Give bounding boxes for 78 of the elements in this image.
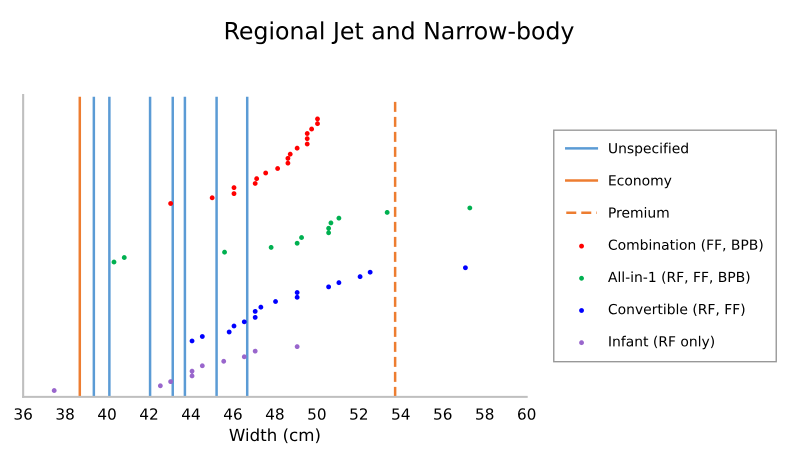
legend-label: Combination (FF, BPB) [608,239,763,252]
x-tick-label: 60 [518,408,536,420]
x-tick-label: 54 [392,408,410,420]
point [299,235,304,240]
point [200,363,205,368]
x-tick-label: 56 [434,408,452,420]
x-tick-label: 36 [14,408,32,420]
x-tick-label: 50 [308,408,326,420]
point [112,260,116,264]
point [326,284,332,290]
point [294,146,300,151]
point [190,374,194,378]
point [263,170,268,176]
point [210,195,215,200]
legend-label: Convertible (RF, FF) [608,304,744,316]
point [226,330,232,334]
x-tick-label: 48 [266,408,284,420]
x-tick-label: 46 [224,408,242,420]
point [168,201,174,206]
chart-title: Regional Jet and Narrow-body [226,21,574,44]
point [221,358,226,364]
point [286,156,290,161]
point [304,131,310,136]
point [315,121,320,126]
point [190,338,194,344]
x-tick-label: 40 [98,408,116,420]
x-axis-title: Width (cm) [229,428,320,444]
point [326,226,332,231]
legend-label: All-in-1 (RF, FF, BPB) [608,271,750,284]
x-tick-label: 58 [476,408,494,420]
point [336,280,342,286]
point [286,160,290,166]
point [200,334,205,339]
x-tick-label: 52 [350,408,368,420]
point [252,348,258,354]
point [294,294,300,300]
point [254,176,260,182]
point [304,142,310,146]
point [242,354,247,360]
x-tick-label: 44 [182,408,200,420]
point [52,388,57,393]
point [304,136,310,142]
point [309,126,314,132]
point [463,265,468,270]
point [294,344,300,350]
point [384,210,390,215]
point [252,308,258,314]
point [168,379,174,384]
point [368,270,373,275]
x-tick-label: 42 [140,408,158,420]
point [268,245,274,250]
legend-label: Infant (RF only) [609,336,714,350]
point [232,185,236,190]
x-tick-label: 38 [56,408,74,420]
point [258,304,264,310]
legend-label: Economy [609,175,672,188]
legend-label: Premium [609,207,669,218]
legend-label: Unspecified [609,142,688,156]
point [358,274,362,280]
point [328,220,334,226]
point [158,383,163,388]
point [326,230,332,236]
point [252,314,258,320]
point [315,116,320,122]
point [190,368,194,374]
point [467,206,472,210]
point [232,324,236,328]
point [294,290,300,295]
point [242,319,247,324]
point [275,166,280,171]
point [222,250,227,255]
point [122,255,127,260]
point [232,191,236,196]
point [336,216,342,221]
point [288,152,293,157]
point [252,181,258,186]
point [273,299,278,304]
point [294,240,300,246]
